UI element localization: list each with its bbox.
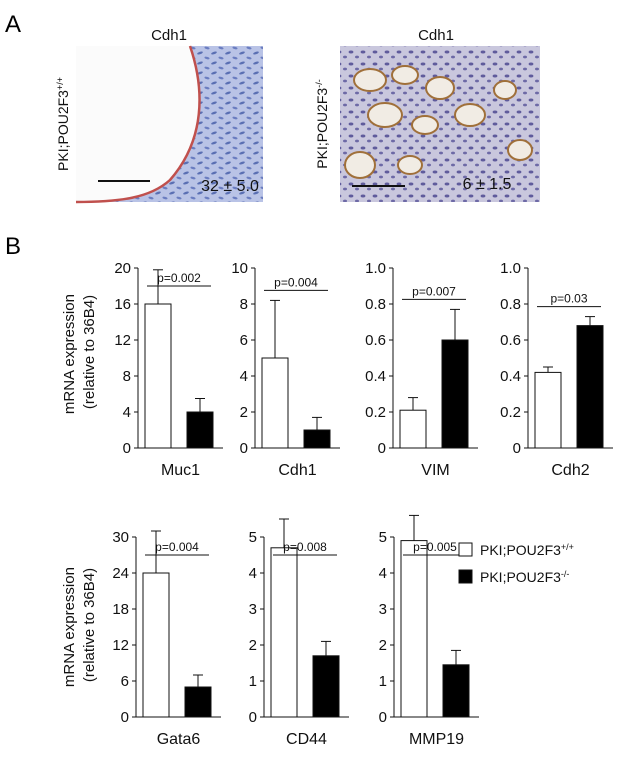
bar-charts: 048121620p=0.002Muc10246810p=0.004Cdh100… <box>112 260 613 748</box>
chart-cdh1-p-value: p=0.004 <box>274 275 318 289</box>
chart-gata6-bar-knockout <box>184 686 212 718</box>
chart-gata6-y-tick-label: 18 <box>112 601 129 618</box>
chart-cdh2-y-tick-label: 0 <box>513 440 521 457</box>
chart-mmp19-x-label: MMP19 <box>409 731 464 748</box>
chart-muc1-y-tick-label: 0 <box>123 440 131 457</box>
chart-cdh2-p-value: p=0.03 <box>550 292 587 306</box>
chart-vim-x-label: VIM <box>421 462 449 479</box>
chart-vim-y-tick-label: 0.8 <box>365 296 386 313</box>
chart-muc1-bar-knockout <box>186 411 214 449</box>
chart-vim-y-tick-label: 1.0 <box>365 260 386 277</box>
chart-cd44-y-tick-label: 5 <box>249 529 257 546</box>
chart-vim-p-value: p=0.007 <box>412 284 456 298</box>
histology-image-1 <box>75 45 263 204</box>
chart-gata6-y-tick-label: 24 <box>112 565 129 582</box>
chart-mmp19-p-value: p=0.005 <box>413 540 457 554</box>
chart-muc1-y-tick-label: 20 <box>114 260 131 277</box>
chart-muc1-bar-wildtype <box>144 303 172 449</box>
chart-cdh1-bar-wildtype <box>261 357 289 449</box>
chart-cdh2-y-tick-label: 0.2 <box>500 404 521 421</box>
legend: PKI;POU2F3+/+ PKI;POU2F3-/- <box>458 542 574 585</box>
chart-cdh2-y-tick-label: 0.8 <box>500 296 521 313</box>
chart-cdh1-y-tick-label: 8 <box>240 296 248 313</box>
image-2-title: Cdh1 <box>418 27 454 44</box>
image-2-value: 6 ± 1.5 <box>463 176 512 193</box>
ylabel-row-1: mRNA expression (relative to 36B4) <box>61 290 98 414</box>
chart-mmp19-bar-knockout <box>442 664 470 718</box>
chart-vim-bar-knockout <box>441 339 469 449</box>
chart-cdh1-bar-knockout <box>303 429 331 449</box>
chart-vim-y-tick-label: 0.6 <box>365 332 386 349</box>
chart-vim-bar-wildtype <box>399 409 427 449</box>
chart-mmp19-y-tick-label: 3 <box>379 601 387 618</box>
image-1-value: 32 ± 5.0 <box>201 178 259 195</box>
chart-muc1-y-tick-label: 12 <box>114 332 131 349</box>
legend-label-knockout: PKI;POU2F3-/- <box>480 569 569 585</box>
chart-cdh2-y-tick-label: 0.4 <box>500 368 521 385</box>
chart-cd44-y-tick-label: 2 <box>249 637 257 654</box>
chart-cdh2-bar-wildtype <box>534 371 562 449</box>
chart-gata6-p-value: p=0.004 <box>155 540 199 554</box>
chart-gata6-x-label: Gata6 <box>157 731 201 748</box>
chart-muc1-y-tick-label: 8 <box>123 368 131 385</box>
chart-cdh2-bar-knockout <box>576 325 604 449</box>
chart-cdh1-y-tick-label: 2 <box>240 404 248 421</box>
chart-cd44-x-label: CD44 <box>286 731 327 748</box>
chart-cdh1-y-tick-label: 6 <box>240 332 248 349</box>
chart-mmp19-y-tick-label: 4 <box>379 565 387 582</box>
chart-gata6-y-tick-label: 0 <box>121 709 129 726</box>
chart-cd44-y-tick-label: 3 <box>249 601 257 618</box>
chart-gata6-bar-wildtype <box>142 572 170 718</box>
chart-cdh2-y-tick-label: 0.6 <box>500 332 521 349</box>
chart-mmp19-y-tick-label: 5 <box>379 529 387 546</box>
chart-vim-y-tick-label: 0.2 <box>365 404 386 421</box>
image-2-genotype: PKI;POU2F3-/- <box>314 79 330 168</box>
chart-gata6-y-tick-label: 12 <box>112 637 129 654</box>
chart-muc1-x-label: Muc1 <box>161 462 200 479</box>
chart-mmp19-y-tick-label: 2 <box>379 637 387 654</box>
chart-vim-y-tick-label: 0 <box>378 440 386 457</box>
chart-cdh1-x-label: Cdh1 <box>278 462 316 479</box>
panel-a-letter: A <box>5 11 21 38</box>
chart-cd44-p-value: p=0.008 <box>283 540 327 554</box>
ylabel-row-2: mRNA expression (relative to 36B4) <box>61 563 98 687</box>
chart-muc1-y-tick-label: 16 <box>114 296 131 313</box>
chart-cdh2-y-tick-label: 1.0 <box>500 260 521 277</box>
chart-cd44-bar-knockout <box>312 655 340 718</box>
chart-mmp19-bar-wildtype <box>400 540 428 718</box>
chart-muc1-y-tick-label: 4 <box>123 404 131 421</box>
legend-swatch-wildtype <box>458 542 473 557</box>
chart-cd44-y-tick-label: 4 <box>249 565 257 582</box>
image-1-title: Cdh1 <box>151 27 187 44</box>
legend-swatch-knockout <box>458 569 473 584</box>
image-1-genotype: PKI;POU2F3+/+ <box>55 77 71 171</box>
chart-muc1-p-value: p=0.002 <box>157 271 201 285</box>
panel-b-letter: B <box>5 233 21 260</box>
chart-cdh1-y-tick-label: 10 <box>231 260 248 277</box>
histology-image-2 <box>340 46 540 202</box>
chart-cd44-y-tick-label: 1 <box>249 673 257 690</box>
chart-cdh2-x-label: Cdh2 <box>551 462 589 479</box>
chart-mmp19-y-tick-label: 0 <box>379 709 387 726</box>
legend-label-wildtype: PKI;POU2F3+/+ <box>480 542 574 558</box>
chart-cdh1-y-tick-label: 0 <box>240 440 248 457</box>
chart-cd44-y-tick-label: 0 <box>249 709 257 726</box>
chart-cd44-bar-wildtype <box>270 547 298 718</box>
chart-vim-y-tick-label: 0.4 <box>365 368 386 385</box>
chart-gata6-y-tick-label: 30 <box>112 529 129 546</box>
chart-gata6-y-tick-label: 6 <box>121 673 129 690</box>
chart-mmp19-y-tick-label: 1 <box>379 673 387 690</box>
chart-cdh1-y-tick-label: 4 <box>240 368 248 385</box>
